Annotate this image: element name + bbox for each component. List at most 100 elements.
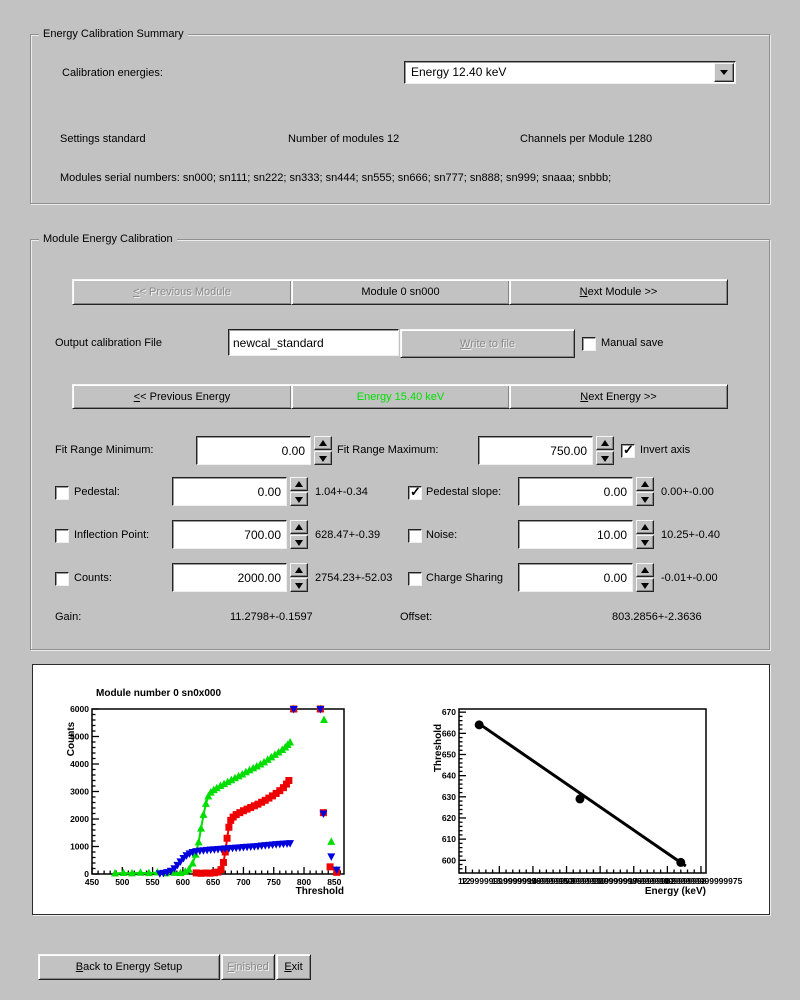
spin-arrows: [290, 520, 308, 549]
svg-text:750: 750: [267, 877, 281, 887]
noise-label: Noise:: [426, 529, 458, 541]
invert-axis-checkbox[interactable]: [621, 442, 635, 458]
inflection-point-input[interactable]: [172, 520, 287, 549]
calibration-energy-select[interactable]: Energy 12.40 keV: [404, 61, 736, 84]
gain-value: 11.2798+-0.1597: [230, 611, 313, 623]
up-arrow-icon: [641, 563, 649, 573]
counts-input[interactable]: [172, 563, 287, 592]
svg-text:18.999999999999975: 18.999999999999975: [660, 876, 743, 886]
svg-text:2000: 2000: [70, 814, 89, 824]
svg-text:670: 670: [442, 707, 456, 717]
svg-text:600: 600: [442, 855, 456, 865]
counts-checkbox[interactable]: [55, 572, 69, 586]
charge-sharing-spinbox: [518, 563, 654, 592]
pedestal-slope-result-value: 0.00+-0.00: [661, 486, 714, 498]
charge-sharing-input[interactable]: [518, 563, 633, 592]
down-arrow-icon: [641, 539, 649, 550]
fit-range-minimum-label: Fit Range Minimum:: [55, 444, 154, 456]
svg-text:Module number 0 sn0x000: Module number 0 sn0x000: [96, 688, 221, 699]
pedestal-slope-up-button[interactable]: [636, 477, 654, 491]
down-arrow-icon: [319, 455, 327, 466]
svg-text:600: 600: [176, 877, 190, 887]
spin-arrows: [636, 520, 654, 549]
fit-range-maximum-input[interactable]: [478, 436, 593, 465]
pedestal-input[interactable]: [172, 477, 287, 506]
svg-text:5000: 5000: [70, 732, 89, 742]
counts-label: Counts:: [74, 572, 112, 584]
output-file-input[interactable]: [228, 329, 399, 356]
svg-text:660: 660: [442, 728, 456, 738]
down-arrow-icon: [641, 582, 649, 593]
fit-min-down-button[interactable]: [314, 451, 332, 465]
fit-min-up-button[interactable]: [314, 436, 332, 450]
charge-sharing-down-button[interactable]: [636, 578, 654, 592]
noise-result-value: 10.25+-0.40: [661, 529, 721, 541]
svg-text:500: 500: [115, 877, 129, 887]
offset-value: 803.2856+-2.3636: [612, 611, 702, 623]
svg-text:650: 650: [442, 749, 456, 759]
svg-text:Counts: Counts: [66, 721, 77, 756]
down-arrow-icon: [641, 496, 649, 507]
calibration-charts: 450 500 550 600 650 700 750 800 850 0 1000 2000 3000…: [66, 688, 743, 897]
charge-sharing-label: Charge Sharing: [426, 572, 504, 584]
fit-max-down-button[interactable]: [596, 451, 614, 465]
pedestal-slope-down-button[interactable]: [636, 492, 654, 506]
noise-input[interactable]: [518, 520, 633, 549]
spin-arrows: [596, 436, 614, 465]
fit-range-maximum-spinbox: [478, 436, 614, 465]
svg-text:800: 800: [297, 877, 311, 887]
settings-label: Settings standard: [60, 133, 146, 145]
inflection-point-result-value: 628.47+-0.39: [315, 529, 381, 541]
svg-text:6000: 6000: [70, 704, 89, 714]
counts-result-value: 2754.23+-52.03: [315, 572, 393, 584]
counts-up-button[interactable]: [290, 563, 308, 577]
fit-range-minimum-input[interactable]: [196, 436, 311, 465]
charge-sharing-up-button[interactable]: [636, 563, 654, 577]
charge-sharing-result-value: -0.01+-0.00: [661, 572, 718, 584]
inflection-up-button[interactable]: [290, 520, 308, 534]
number-of-modules-label: Number of modules 12: [288, 133, 400, 145]
svg-text:17.99999999999998: 17.99999999999998: [628, 876, 706, 886]
pedestal-slope-checkbox[interactable]: [408, 484, 422, 500]
pedestal-down-button[interactable]: [290, 492, 308, 506]
pedestal-slope-input[interactable]: [518, 477, 633, 506]
noise-down-button[interactable]: [636, 535, 654, 549]
inflection-point-label: Inflection Point:: [74, 529, 150, 541]
noise-up-button[interactable]: [636, 520, 654, 534]
noise-checkbox[interactable]: [408, 529, 422, 543]
svg-text:14.99999999999999: 14.99999999999999: [528, 876, 606, 886]
up-arrow-icon: [319, 436, 327, 446]
offset-label: Offset:: [400, 611, 433, 623]
charge-sharing-checkbox[interactable]: [408, 572, 422, 586]
fit-max-up-button[interactable]: [596, 436, 614, 450]
pedestal-label: Pedestal:: [74, 486, 120, 498]
inflection-down-button[interactable]: [290, 535, 308, 549]
previous-module-button[interactable]: < < Previous Module: [72, 279, 292, 305]
previous-energy-button[interactable]: < < Previous Energy: [72, 384, 292, 409]
svg-text:Threshold: Threshold: [296, 886, 344, 897]
spin-arrows: [290, 563, 308, 592]
svg-text:620: 620: [442, 813, 456, 823]
pedestal-checkbox[interactable]: [55, 486, 69, 500]
combo-dropdown-button[interactable]: [714, 63, 734, 82]
down-arrow-icon: [601, 455, 609, 466]
pedestal-up-button[interactable]: [290, 477, 308, 491]
inflection-point-spinbox: [172, 520, 308, 549]
svg-text:610: 610: [442, 834, 456, 844]
counts-down-button[interactable]: [290, 578, 308, 592]
svg-text:650: 650: [206, 877, 220, 887]
inflection-point-checkbox[interactable]: [55, 529, 69, 543]
svg-text:Energy (keV): Energy (keV): [645, 886, 706, 897]
summary-groupbox: Energy Calibration Summary: [30, 28, 770, 204]
module-serial-numbers-label: Modules serial numbers: sn000; sn111; sn…: [60, 172, 612, 184]
manual-save-checkbox[interactable]: [582, 337, 596, 351]
spin-arrows: [636, 563, 654, 592]
up-arrow-icon: [641, 520, 649, 530]
